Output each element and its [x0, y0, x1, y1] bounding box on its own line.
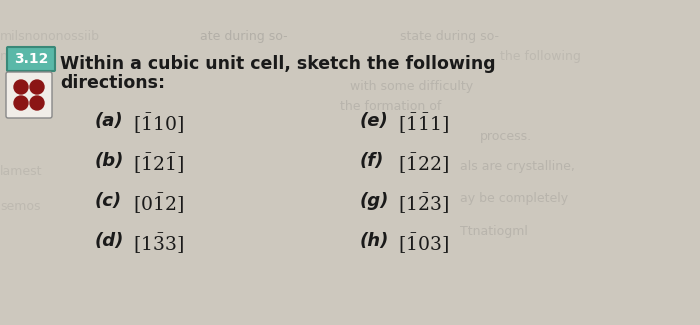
FancyBboxPatch shape	[7, 47, 55, 71]
FancyBboxPatch shape	[6, 72, 52, 118]
Text: $[\bar{1}\bar{1}1]$: $[\bar{1}\bar{1}1]$	[398, 112, 449, 136]
Text: (h): (h)	[360, 232, 389, 250]
Text: n bilas: n bilas	[0, 50, 41, 63]
Text: state during so-: state during so-	[400, 30, 499, 43]
Text: semos: semos	[0, 200, 41, 213]
Text: $[\bar{1}2\bar{1}]$: $[\bar{1}2\bar{1}]$	[133, 152, 184, 176]
Text: the formation of: the formation of	[340, 100, 442, 113]
Circle shape	[14, 80, 28, 94]
Text: als are crystalline,: als are crystalline,	[460, 160, 575, 173]
Circle shape	[30, 80, 44, 94]
Text: (d): (d)	[95, 232, 125, 250]
Text: $[\bar{1}03]$: $[\bar{1}03]$	[398, 232, 449, 256]
Text: (a): (a)	[95, 112, 124, 130]
Text: process.: process.	[480, 130, 532, 143]
Text: the following: the following	[500, 50, 581, 63]
Circle shape	[30, 96, 44, 110]
Text: $[1\bar{3}3]$: $[1\bar{3}3]$	[133, 232, 184, 256]
Text: with some difficulty: with some difficulty	[350, 80, 473, 93]
Text: (b): (b)	[95, 152, 125, 170]
Text: $[\bar{1}22]$: $[\bar{1}22]$	[398, 152, 449, 176]
Text: (g): (g)	[360, 192, 389, 210]
Text: (e): (e)	[360, 112, 389, 130]
Text: $[\bar{1}10]$: $[\bar{1}10]$	[133, 112, 184, 136]
Text: milsnononossiib: milsnononossiib	[0, 30, 100, 43]
Text: (c): (c)	[95, 192, 122, 210]
Text: ay be completely: ay be completely	[460, 192, 568, 205]
Text: Ttnatiogml: Ttnatiogml	[460, 225, 528, 238]
Circle shape	[14, 96, 28, 110]
Text: $[1\bar{2}3]$: $[1\bar{2}3]$	[398, 192, 449, 216]
Text: ate during so-: ate during so-	[200, 30, 288, 43]
Text: Within a cubic unit cell, sketch the following: Within a cubic unit cell, sketch the fol…	[60, 55, 496, 73]
Text: 3.12: 3.12	[14, 52, 48, 66]
Text: $[0\bar{1}2]$: $[0\bar{1}2]$	[133, 192, 184, 216]
Text: (f): (f)	[360, 152, 384, 170]
Text: directions:: directions:	[60, 74, 165, 92]
Text: lamest: lamest	[0, 165, 43, 178]
